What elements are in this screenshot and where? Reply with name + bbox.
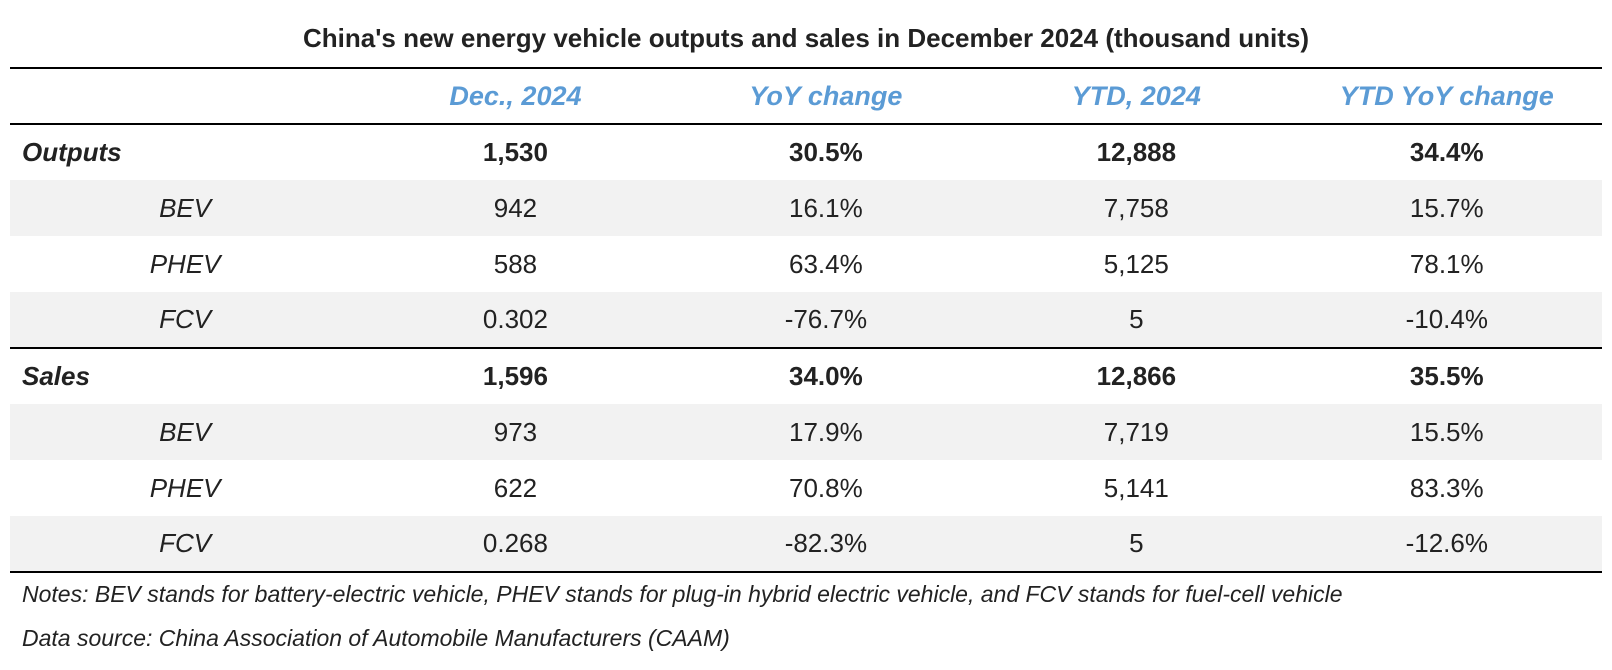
sub-label: PHEV bbox=[10, 236, 360, 292]
sub-row: PHEV58863.4%5,12578.1% bbox=[10, 236, 1602, 292]
header-dec: Dec., 2024 bbox=[360, 68, 670, 124]
cell-ytd-yoy: 83.3% bbox=[1292, 460, 1602, 516]
cell-ytd: 7,758 bbox=[981, 180, 1291, 236]
cell-yoy: 70.8% bbox=[671, 460, 981, 516]
sub-label: PHEV bbox=[10, 460, 360, 516]
sub-row: BEV97317.9%7,71915.5% bbox=[10, 404, 1602, 460]
cell-ytd: 12,888 bbox=[981, 124, 1291, 180]
cell-yoy: -76.7% bbox=[671, 292, 981, 348]
cell-dec: 0.302 bbox=[360, 292, 670, 348]
cell-ytd-yoy: 78.1% bbox=[1292, 236, 1602, 292]
section-row: Sales1,59634.0%12,86635.5% bbox=[10, 348, 1602, 404]
cell-ytd: 5 bbox=[981, 516, 1291, 572]
cell-dec: 622 bbox=[360, 460, 670, 516]
cell-ytd-yoy: 34.4% bbox=[1292, 124, 1602, 180]
section-label: Outputs bbox=[10, 124, 360, 180]
cell-dec: 1,596 bbox=[360, 348, 670, 404]
cell-ytd-yoy: -10.4% bbox=[1292, 292, 1602, 348]
header-yoy: YoY change bbox=[671, 68, 981, 124]
cell-ytd: 5,125 bbox=[981, 236, 1291, 292]
sub-row: PHEV62270.8%5,14183.3% bbox=[10, 460, 1602, 516]
cell-ytd-yoy: 15.7% bbox=[1292, 180, 1602, 236]
sub-label: FCV bbox=[10, 516, 360, 572]
cell-dec: 0.268 bbox=[360, 516, 670, 572]
cell-ytd-yoy: 35.5% bbox=[1292, 348, 1602, 404]
sub-row: BEV94216.1%7,75815.7% bbox=[10, 180, 1602, 236]
cell-ytd-yoy: -12.6% bbox=[1292, 516, 1602, 572]
header-row: Dec., 2024 YoY change YTD, 2024 YTD YoY … bbox=[10, 68, 1602, 124]
footer-source-row: Data source: China Association of Automo… bbox=[10, 616, 1602, 660]
nev-table: China's new energy vehicle outputs and s… bbox=[10, 10, 1602, 660]
cell-ytd: 12,866 bbox=[981, 348, 1291, 404]
cell-yoy: 17.9% bbox=[671, 404, 981, 460]
cell-ytd: 7,719 bbox=[981, 404, 1291, 460]
header-blank bbox=[10, 68, 360, 124]
footer-notes: Notes: BEV stands for battery-electric v… bbox=[10, 572, 1602, 616]
cell-ytd: 5,141 bbox=[981, 460, 1291, 516]
cell-ytd-yoy: 15.5% bbox=[1292, 404, 1602, 460]
cell-yoy: 34.0% bbox=[671, 348, 981, 404]
sub-label: BEV bbox=[10, 404, 360, 460]
cell-ytd: 5 bbox=[981, 292, 1291, 348]
title-row: China's new energy vehicle outputs and s… bbox=[10, 10, 1602, 68]
table-title: China's new energy vehicle outputs and s… bbox=[10, 10, 1602, 68]
cell-yoy: 16.1% bbox=[671, 180, 981, 236]
cell-dec: 973 bbox=[360, 404, 670, 460]
footer-source: Data source: China Association of Automo… bbox=[10, 616, 1602, 660]
footer-notes-row: Notes: BEV stands for battery-electric v… bbox=[10, 572, 1602, 616]
sub-label: BEV bbox=[10, 180, 360, 236]
cell-yoy: 63.4% bbox=[671, 236, 981, 292]
cell-dec: 942 bbox=[360, 180, 670, 236]
sub-label: FCV bbox=[10, 292, 360, 348]
header-ytd: YTD, 2024 bbox=[981, 68, 1291, 124]
cell-yoy: 30.5% bbox=[671, 124, 981, 180]
cell-dec: 588 bbox=[360, 236, 670, 292]
section-row: Outputs1,53030.5%12,88834.4% bbox=[10, 124, 1602, 180]
sub-row: FCV0.268-82.3%5-12.6% bbox=[10, 516, 1602, 572]
header-ytd-yoy: YTD YoY change bbox=[1292, 68, 1602, 124]
sub-row: FCV0.302-76.7%5-10.4% bbox=[10, 292, 1602, 348]
cell-dec: 1,530 bbox=[360, 124, 670, 180]
section-label: Sales bbox=[10, 348, 360, 404]
cell-yoy: -82.3% bbox=[671, 516, 981, 572]
